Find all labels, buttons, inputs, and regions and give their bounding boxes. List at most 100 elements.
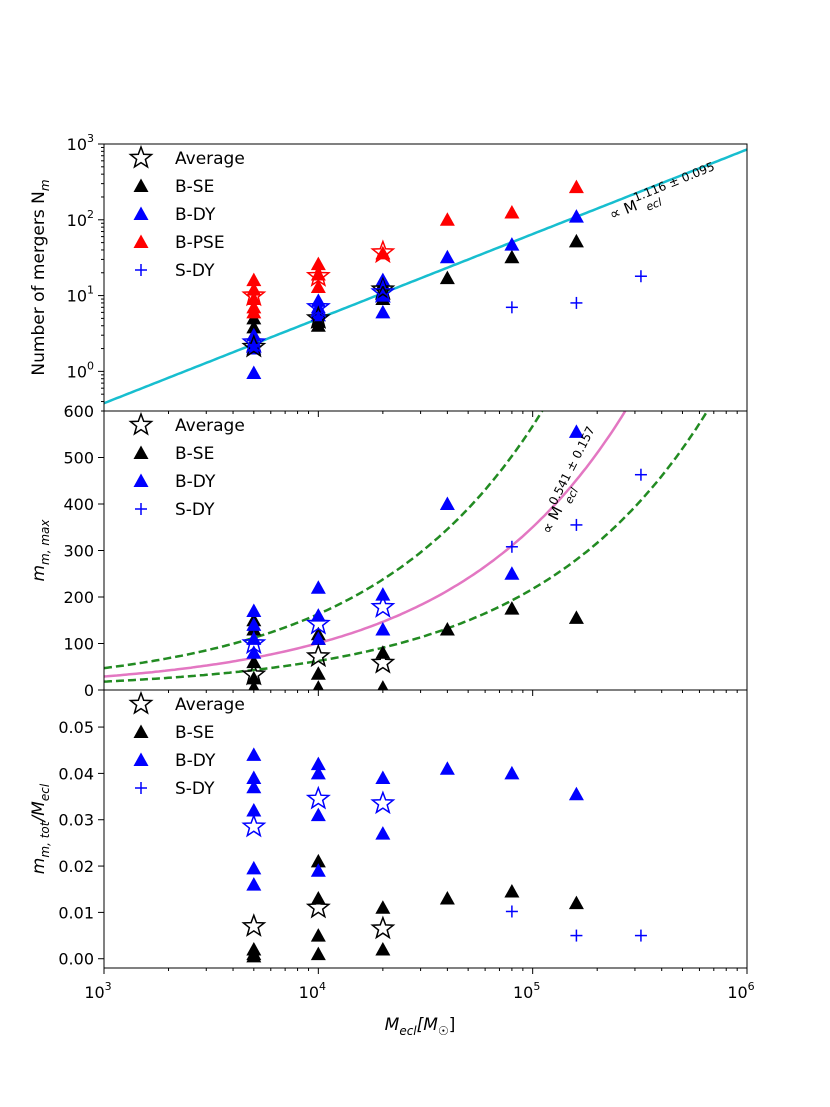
series-average [241, 276, 396, 358]
plot-frame [103, 689, 748, 969]
data-point [504, 601, 520, 615]
legend-label: B-PSE [175, 233, 225, 253]
data-point [312, 680, 324, 690]
data-point [370, 276, 396, 301]
data-point [370, 649, 396, 674]
legend-item-average: Average [128, 144, 245, 169]
data-point [370, 594, 396, 618]
fit-line-0 [104, 411, 627, 678]
data-point [305, 263, 331, 287]
data-point [505, 905, 518, 918]
legend-label: Average [175, 695, 245, 715]
series-average [241, 239, 396, 307]
data-point [375, 900, 391, 914]
plot-area [104, 148, 747, 405]
data-point [375, 941, 391, 956]
series-s-dy [505, 270, 647, 314]
data-point [505, 540, 518, 553]
legend-label: Average [175, 149, 245, 169]
series-average [241, 279, 396, 354]
data-point [439, 496, 455, 510]
data-point [248, 680, 260, 690]
data-point [246, 779, 262, 794]
legend-label: B-DY [175, 205, 216, 225]
legend-item-average: Average [128, 411, 245, 436]
data-point [305, 785, 331, 810]
data-point [570, 929, 583, 942]
legend-marker [135, 503, 147, 515]
series-average [241, 894, 396, 940]
data-point [504, 237, 520, 251]
legend-marker [135, 264, 147, 276]
data-point [246, 319, 262, 334]
y-tick-label: 0.02 [58, 857, 94, 876]
y-tick-label: 0.03 [58, 811, 94, 830]
data-point [504, 204, 520, 219]
plot-area [241, 747, 647, 963]
y-ticks: 0 100 200 300 400 500 [63, 449, 104, 700]
data-point [375, 304, 391, 319]
y-tick-label: 0.05 [58, 718, 94, 737]
panel-middle: 0 100 200 300 400 500 mm, max Average B-SE B-DY S-… [29, 410, 748, 700]
legend-marker [128, 690, 154, 715]
y-tick-label: 100 [63, 635, 94, 654]
data-point [241, 913, 267, 937]
data-point [439, 270, 455, 285]
legend-item-s-dy: S-DY [135, 500, 215, 520]
y-axis-label: mm, tot/Mecl [29, 783, 52, 874]
data-point [241, 329, 267, 354]
data-point [439, 249, 455, 264]
legend-marker [133, 752, 149, 766]
y-tick-label: 0 [84, 681, 94, 700]
data-point [634, 270, 647, 283]
data-point [310, 307, 326, 322]
y-axis-label: Number of mergers Nm [29, 179, 52, 375]
data-point [439, 761, 455, 775]
x-ticks [103, 968, 748, 974]
y-tick-label: 500 [63, 449, 94, 468]
legend-marker [128, 411, 154, 436]
legend-label: S-DY [175, 779, 215, 799]
x-axis-label: Mecl[M☉] [385, 1015, 456, 1038]
legend: Average B-SE B-DY S-DY [128, 690, 245, 799]
series-b-se [246, 853, 584, 963]
y-ticks: 0.00 0.01 0.02 0.03 0.04 0.05 [58, 718, 104, 969]
panel-bottom: 0.00 0.01 0.02 0.03 0.04 0.05 mm, tot/Mecl Aver… [29, 689, 748, 974]
legend-item-b-dy: B-DY [133, 472, 216, 492]
data-point [246, 770, 262, 785]
data-point [504, 884, 520, 898]
legend: Average B-SE B-DY B-PSE S-DY [128, 144, 245, 281]
legend-item-b-se: B-SE [133, 444, 214, 464]
y-tick-label: 103 [67, 132, 94, 154]
data-point [568, 179, 584, 194]
y-tick-label: 102 [67, 208, 94, 230]
data-point [246, 603, 262, 617]
y-tick-label: 0.00 [58, 950, 94, 969]
data-point [370, 239, 396, 264]
legend-marker [133, 206, 149, 220]
data-point [305, 643, 331, 668]
data-point [310, 756, 326, 771]
legend-label: B-SE [175, 723, 214, 743]
data-point [568, 233, 584, 248]
data-point [370, 915, 396, 940]
legend-label: B-SE [175, 177, 214, 197]
data-point [568, 895, 584, 910]
legend-marker [133, 473, 149, 487]
data-point [570, 518, 583, 531]
data-point [634, 929, 647, 942]
data-point [439, 212, 455, 226]
series-average [241, 643, 396, 686]
data-point [504, 765, 520, 780]
x-axis: 103 104 105 106 Mecl[M☉] [84, 980, 754, 1038]
y-tick-label: 101 [67, 284, 94, 306]
data-point [246, 272, 262, 287]
data-point [505, 301, 518, 314]
fit-annotation: ∝ M1.116 ± 0.095ecl [605, 159, 722, 227]
data-point [310, 580, 326, 594]
legend-label: B-DY [175, 472, 216, 492]
data-point [310, 807, 326, 822]
data-point [634, 468, 647, 481]
data-point [310, 666, 326, 680]
